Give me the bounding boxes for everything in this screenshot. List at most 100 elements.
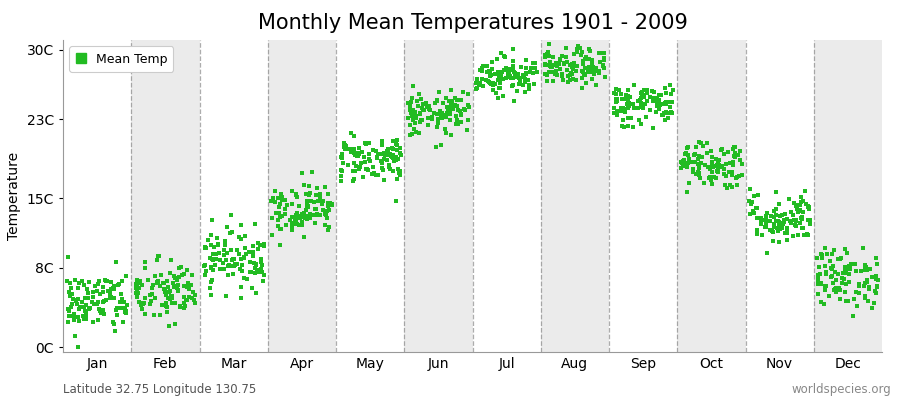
Point (760, 210, 775, 216)
Point (710, 162, 724, 168)
Point (73, 304, 87, 310)
Point (246, 253, 260, 260)
Point (680, 152, 695, 159)
Point (614, 90, 628, 97)
Point (77, 304, 92, 310)
Point (524, 65, 538, 71)
Point (161, 284, 176, 290)
Point (335, 168, 349, 175)
Point (133, 302, 148, 308)
Point (201, 237, 215, 243)
Point (418, 99, 433, 106)
Point (369, 148, 383, 154)
Point (513, 80, 527, 86)
Point (115, 296, 130, 302)
Point (251, 240, 266, 247)
Point (580, 54, 594, 60)
Point (578, 72, 592, 79)
Point (386, 155, 400, 161)
Point (377, 177, 392, 184)
Point (577, 71, 591, 78)
Point (626, 101, 640, 107)
Point (597, 50, 611, 56)
Point (869, 260, 884, 267)
Point (310, 184, 324, 191)
Point (338, 142, 352, 148)
Point (454, 119, 468, 126)
Point (91, 316, 105, 323)
Point (209, 250, 223, 257)
Point (436, 112, 450, 118)
Point (453, 118, 467, 125)
Point (363, 158, 377, 164)
Point (373, 150, 387, 157)
Point (449, 121, 464, 128)
Point (185, 271, 200, 278)
Point (859, 294, 873, 300)
Point (586, 64, 600, 70)
Point (290, 210, 304, 216)
Point (284, 200, 299, 207)
Point (506, 46, 520, 52)
Point (509, 87, 524, 94)
Point (153, 312, 167, 318)
Point (409, 108, 423, 115)
Point (382, 162, 396, 168)
Point (391, 166, 405, 172)
Point (67, 312, 81, 319)
Point (796, 225, 810, 231)
Point (290, 194, 304, 200)
Bar (609, 40, 677, 352)
Point (700, 150, 715, 156)
Point (278, 197, 293, 203)
Point (501, 71, 516, 77)
Point (292, 222, 306, 228)
Point (710, 168, 724, 174)
Point (690, 169, 705, 175)
Point (493, 85, 508, 91)
Point (228, 262, 242, 268)
Point (461, 102, 475, 108)
Point (296, 214, 310, 221)
Point (392, 150, 407, 156)
Point (350, 152, 365, 159)
Point (364, 171, 379, 177)
Point (865, 304, 879, 311)
Point (421, 121, 436, 128)
Point (706, 168, 720, 175)
Point (454, 112, 468, 118)
Point (639, 87, 653, 93)
Point (823, 257, 837, 264)
Point (271, 217, 285, 223)
Point (688, 151, 702, 157)
Point (88, 282, 103, 289)
Point (779, 230, 794, 236)
Point (842, 263, 857, 270)
Point (375, 142, 390, 149)
Point (796, 209, 810, 215)
Point (793, 202, 807, 208)
Point (387, 158, 401, 164)
Point (798, 200, 813, 207)
Point (582, 56, 597, 62)
Point (81, 290, 95, 296)
Point (181, 279, 195, 286)
Point (249, 267, 264, 274)
Point (490, 56, 504, 62)
Point (220, 250, 235, 256)
Point (544, 64, 559, 70)
Point (584, 64, 598, 71)
Point (218, 242, 232, 248)
Point (841, 250, 855, 256)
Point (502, 73, 517, 79)
Point (75, 299, 89, 305)
Point (481, 78, 495, 84)
Point (188, 300, 202, 306)
Point (404, 110, 419, 116)
Point (658, 117, 672, 123)
Point (254, 266, 268, 272)
Point (320, 227, 335, 233)
Point (851, 281, 866, 288)
Point (198, 262, 212, 268)
Point (505, 66, 519, 73)
